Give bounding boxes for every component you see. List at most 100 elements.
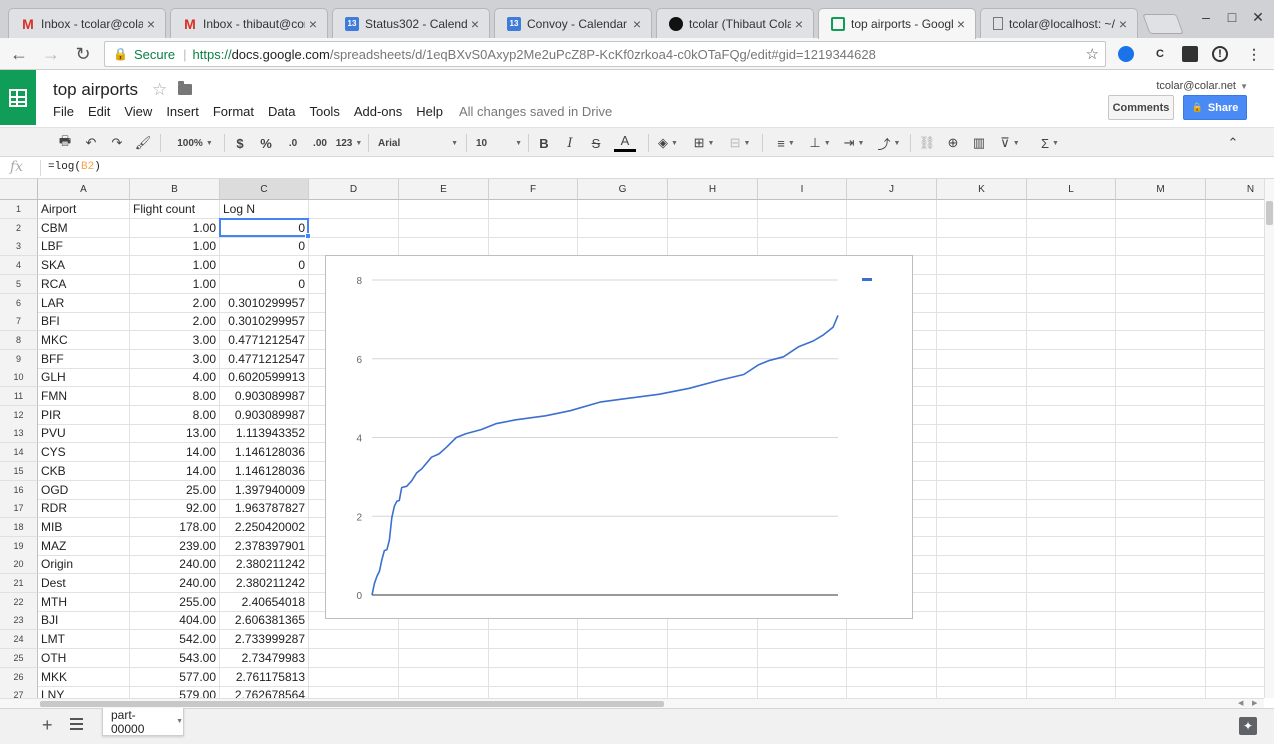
more-formats-select[interactable]: 123 ▼ [336, 132, 363, 154]
empty-cell[interactable] [1116, 648, 1206, 668]
cell-b5[interactable]: 1.00 [130, 274, 220, 294]
empty-cell[interactable] [399, 667, 489, 687]
print-icon[interactable]: 🖶 [58, 133, 72, 148]
browser-tab-top-airports[interactable]: top airports - Google S × [818, 8, 976, 39]
cell-c7[interactable]: 0.3010299957 [220, 312, 309, 332]
close-icon[interactable]: × [794, 15, 804, 32]
url-field[interactable]: 🔒 Secure | https:// docs.google.com /spr… [104, 41, 1106, 67]
row-header[interactable]: 20 [0, 555, 38, 575]
empty-cell[interactable] [937, 312, 1027, 332]
sheet-tab-part-00000[interactable]: part-00000 ▼ [102, 708, 184, 736]
empty-cell[interactable] [399, 611, 489, 631]
empty-cell[interactable] [1206, 518, 1264, 537]
empty-cell[interactable] [1027, 536, 1116, 556]
cell-b18[interactable]: 178.00 [130, 517, 220, 537]
empty-cell[interactable] [578, 630, 668, 650]
empty-cell[interactable] [1116, 686, 1206, 698]
empty-cell[interactable] [578, 237, 668, 257]
close-icon[interactable]: × [632, 15, 642, 32]
cell-c15[interactable]: 1.146128036 [220, 461, 309, 481]
sheets-logo[interactable] [0, 70, 36, 125]
row-header[interactable]: 13 [0, 424, 38, 444]
empty-cell[interactable] [847, 237, 937, 257]
empty-cell[interactable] [937, 237, 1027, 257]
text-color-button[interactable]: A [614, 132, 636, 152]
empty-cell[interactable] [937, 592, 1027, 612]
empty-cell[interactable] [758, 630, 847, 650]
cell-b20[interactable]: 240.00 [130, 555, 220, 575]
row-header[interactable]: 5 [0, 274, 38, 294]
empty-cell[interactable] [1116, 443, 1206, 463]
empty-cell[interactable] [758, 200, 847, 219]
menu-edit[interactable]: Edit [87, 104, 111, 119]
empty-cell[interactable] [937, 611, 1027, 631]
cell-a14[interactable]: CYS [38, 443, 130, 463]
cell-b27[interactable]: 579.00 [130, 686, 220, 698]
cell-c25[interactable]: 2.73479983 [220, 648, 309, 668]
merge-cells-icon[interactable]: ⊟ ▼ [729, 135, 751, 150]
cell-c17[interactable]: 1.963787827 [220, 499, 309, 519]
row-header[interactable]: 15 [0, 461, 38, 481]
empty-cell[interactable] [937, 667, 1027, 687]
empty-cell[interactable] [1206, 387, 1264, 406]
cell-b6[interactable]: 2.00 [130, 293, 220, 313]
empty-cell[interactable] [847, 686, 937, 698]
empty-cell[interactable] [1116, 349, 1206, 369]
empty-cell[interactable] [1027, 312, 1116, 332]
browser-tab-localhost[interactable]: tcolar@localhost: ~/c × [980, 8, 1138, 38]
row-header[interactable]: 22 [0, 592, 38, 612]
cell-b9[interactable]: 3.00 [130, 349, 220, 369]
empty-cell[interactable] [1027, 611, 1116, 631]
empty-cell[interactable] [937, 574, 1027, 593]
cell-a23[interactable]: BJI [38, 611, 130, 631]
row-header[interactable]: 18 [0, 517, 38, 537]
formula-input[interactable]: =log(B2) [48, 161, 101, 173]
cell-c6[interactable]: 0.3010299957 [220, 293, 309, 313]
empty-cell[interactable] [668, 611, 758, 631]
menu-tools[interactable]: Tools [309, 104, 340, 119]
column-header-h[interactable]: H [668, 179, 758, 200]
functions-icon[interactable]: Σ ▼ [1041, 135, 1059, 151]
cell-b7[interactable]: 2.00 [130, 312, 220, 332]
empty-cell[interactable] [937, 630, 1027, 650]
empty-cell[interactable] [937, 499, 1027, 519]
empty-cell[interactable] [1116, 218, 1206, 238]
cell-c11[interactable]: 0.903089987 [220, 387, 309, 406]
empty-cell[interactable] [937, 349, 1027, 369]
browser-tab-status302-calendar[interactable]: 13 Status302 - Calendar × [332, 8, 490, 38]
empty-cell[interactable] [1027, 648, 1116, 668]
zoom-select[interactable]: 100% ▼ [170, 132, 220, 154]
empty-cell[interactable] [1116, 592, 1206, 612]
empty-cell[interactable] [1027, 256, 1116, 276]
cell-b10[interactable]: 4.00 [130, 368, 220, 388]
bold-button[interactable]: B [539, 135, 549, 151]
empty-cell[interactable] [309, 218, 399, 238]
column-header-n[interactable]: N [1206, 179, 1264, 200]
row-header[interactable]: 14 [0, 443, 38, 463]
column-header-k[interactable]: K [937, 179, 1027, 200]
empty-cell[interactable] [1027, 480, 1116, 500]
chevron-down-icon[interactable]: ▼ [1240, 82, 1248, 91]
insert-comment-icon[interactable]: ⊕ [947, 135, 959, 150]
cell-a4[interactable]: SKA [38, 256, 130, 276]
empty-cell[interactable] [1116, 667, 1206, 687]
empty-cell[interactable] [1027, 200, 1116, 219]
cell-b25[interactable]: 543.00 [130, 648, 220, 668]
vertical-align-icon[interactable]: ⊥ ▼ [809, 135, 831, 150]
save-status[interactable]: All changes saved in Drive [459, 104, 613, 119]
column-header-d[interactable]: D [309, 179, 399, 200]
row-header[interactable]: 24 [0, 630, 38, 650]
empty-cell[interactable] [937, 443, 1027, 463]
empty-cell[interactable] [937, 517, 1027, 537]
empty-cell[interactable] [1116, 330, 1206, 350]
empty-cell[interactable] [847, 611, 937, 631]
empty-cell[interactable] [937, 461, 1027, 481]
empty-cell[interactable] [847, 630, 937, 650]
column-header-j[interactable]: J [847, 179, 937, 200]
cell-a8[interactable]: MKC [38, 330, 130, 350]
empty-cell[interactable] [937, 368, 1027, 388]
empty-cell[interactable] [1116, 461, 1206, 481]
empty-cell[interactable] [1206, 462, 1264, 481]
cell-c23[interactable]: 2.606381365 [220, 611, 309, 631]
cell-b8[interactable]: 3.00 [130, 330, 220, 350]
